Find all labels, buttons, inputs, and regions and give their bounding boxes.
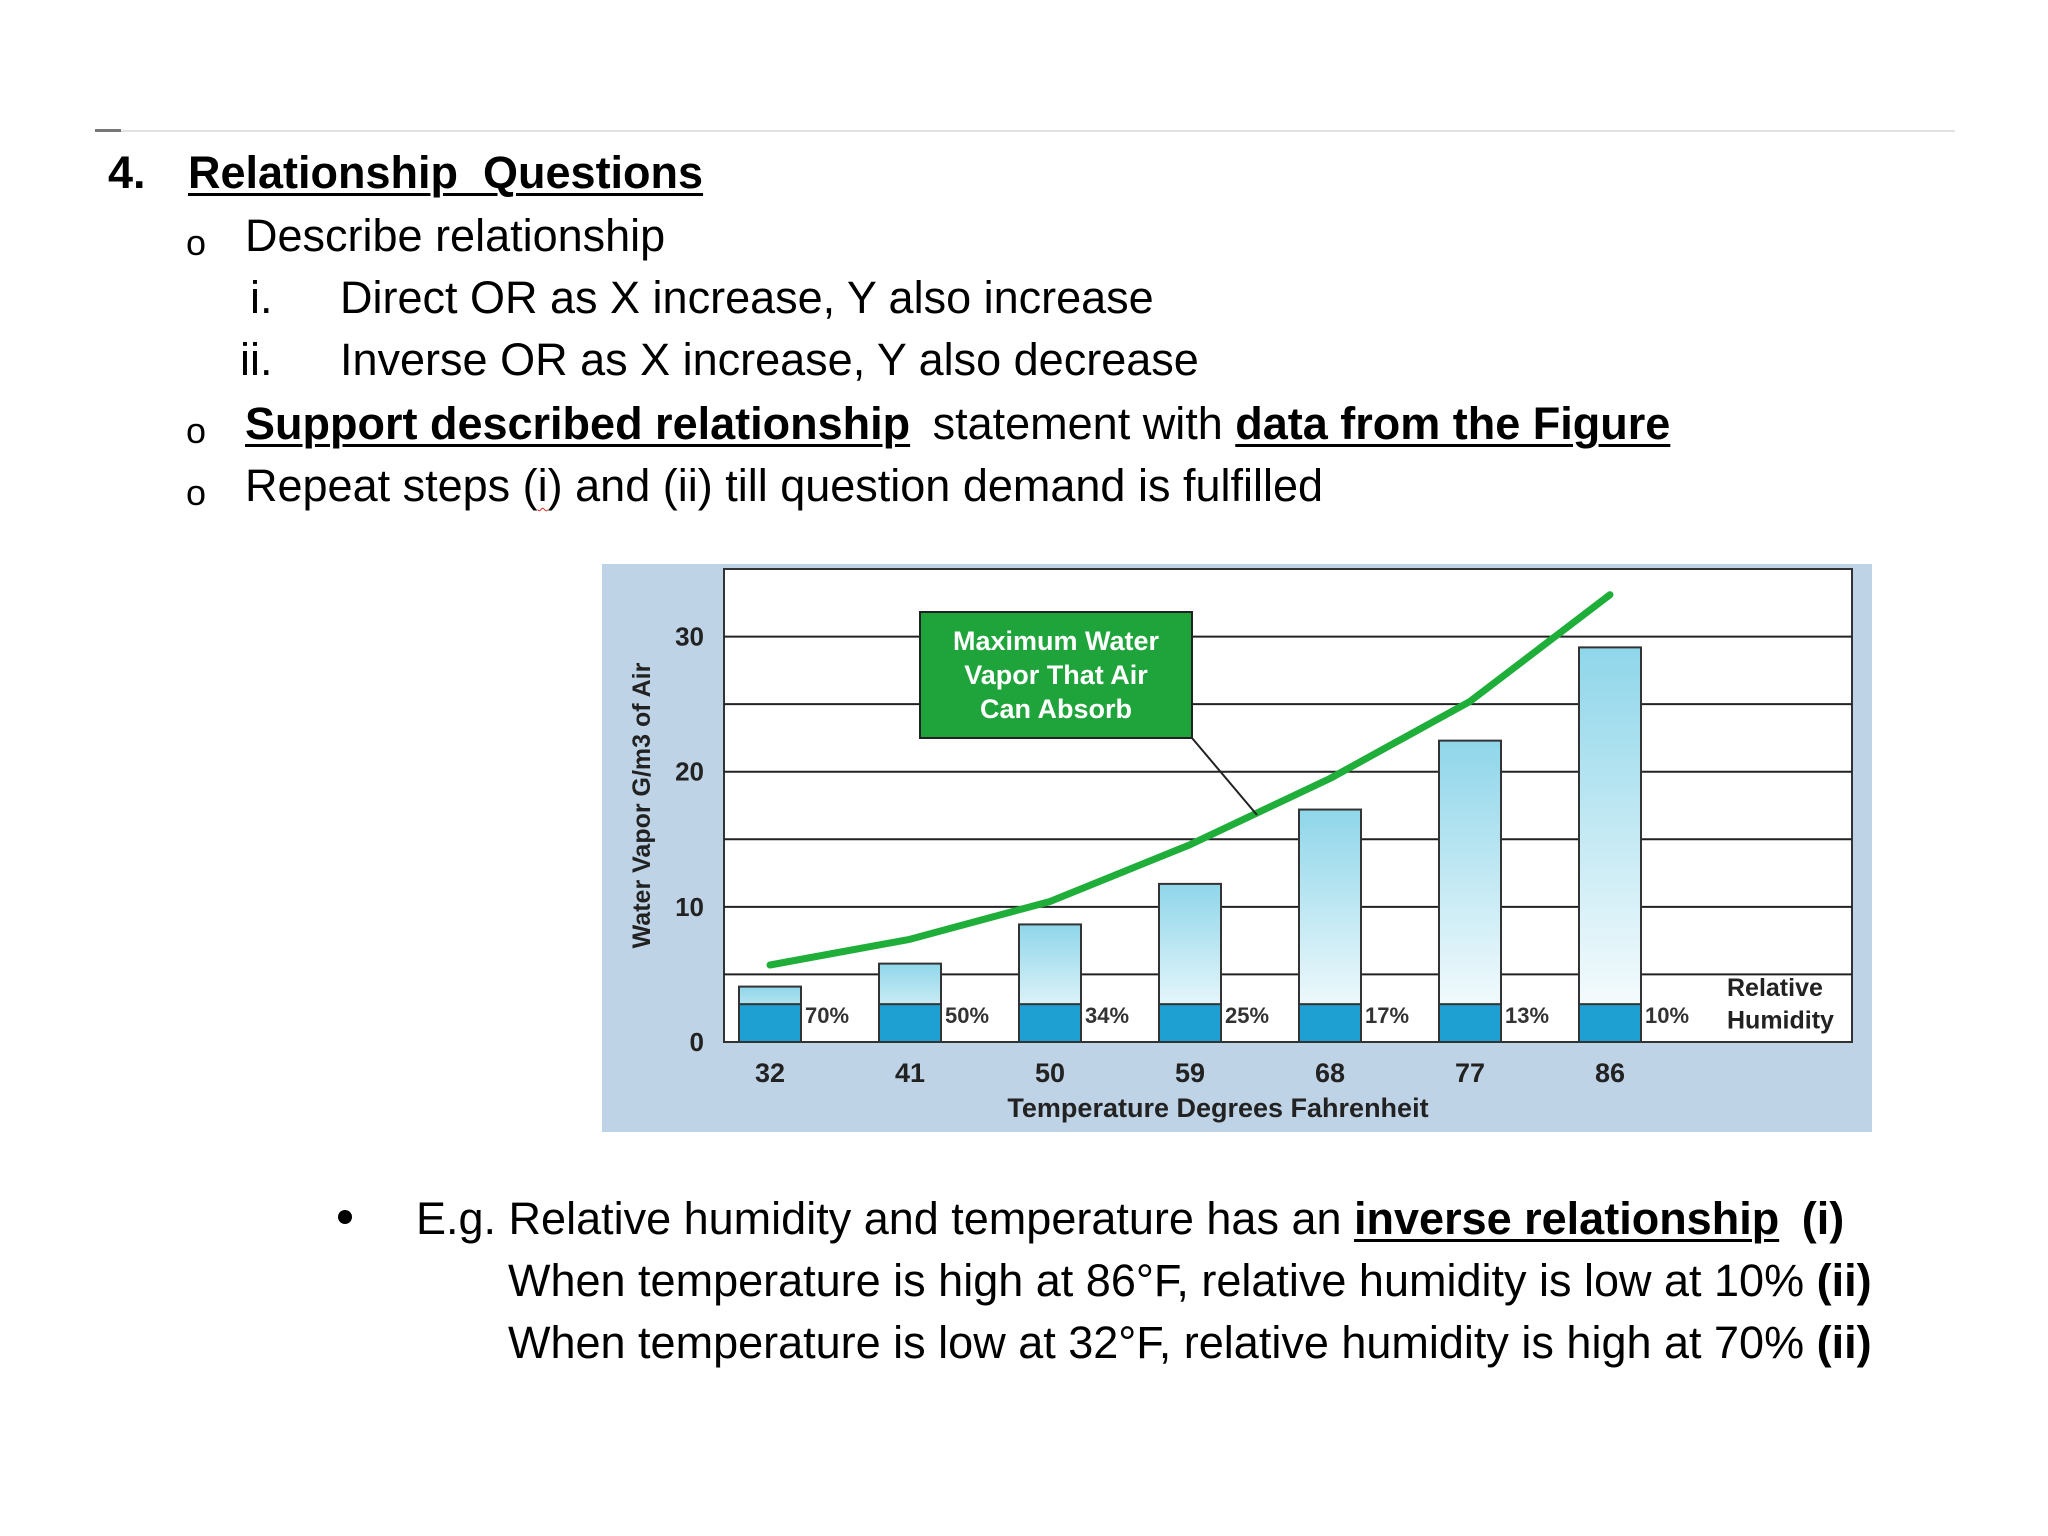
humidity-label: 34%: [1085, 1003, 1129, 1028]
max-vapor-curve: [766, 591, 1614, 969]
step-inverse: Inverse OR as X increase, Y also decreas…: [340, 334, 1199, 385]
humidity-chart: 0 10 20 30 Water Vapor G/m3 of Air 32 70% 41 50%…: [602, 564, 1872, 1132]
annotation-box: [919, 611, 1193, 739]
section-title: Relationship Questions: [188, 147, 704, 198]
step-direct: Direct OR as X increase, Y also increase: [340, 272, 1154, 323]
x-tick-label: 68: [1315, 1058, 1345, 1088]
x-tick-label: 77: [1455, 1058, 1485, 1088]
y-tick-label: 30: [675, 622, 704, 652]
step-repeat: Repeat steps (i) and (ii) till question …: [245, 460, 1323, 512]
x-tick-label: 41: [895, 1058, 925, 1088]
annotation-leader: [1191, 737, 1258, 816]
annotation-text: Vapor That Air: [964, 660, 1148, 690]
roman-marker-ii: ii.: [240, 334, 273, 385]
section-number: 4.: [108, 147, 146, 198]
humidity-band: [1298, 1003, 1362, 1044]
support-emphasis: Support described relationship: [245, 398, 911, 449]
example-line-3: When temperature is low at 32°F, relativ…: [508, 1317, 1872, 1369]
x-tick-label: 32: [755, 1058, 785, 1088]
humidity-band: [1578, 1003, 1642, 1044]
repeat-pre: Repeat steps (: [245, 460, 538, 511]
marker-i: (i): [1801, 1193, 1845, 1244]
x-tick-label: 59: [1175, 1058, 1205, 1088]
top-divider-mark: [95, 129, 121, 132]
humidity-band: [878, 1003, 942, 1044]
step-describe: Describe relationship: [245, 210, 666, 261]
y-tick-label: 0: [690, 1027, 704, 1057]
annotation-text: Maximum Water: [953, 626, 1160, 656]
humidity-label: 17%: [1365, 1003, 1409, 1028]
x-axis-label: Temperature Degrees Fahrenheit: [1007, 1093, 1428, 1123]
bullet-icon: [338, 1210, 352, 1224]
annotation-text: Can Absorb: [980, 694, 1132, 724]
bar: [1578, 646, 1642, 1044]
y-tick-label: 10: [675, 892, 704, 922]
x-tick-label: 86: [1595, 1058, 1625, 1088]
chart-svg: 0 10 20 30 Water Vapor G/m3 of Air 32 70% 41 50%…: [602, 564, 1872, 1132]
humidity-label: 25%: [1225, 1003, 1269, 1028]
repeat-post: ) and (ii) till question demand is fulfi…: [547, 460, 1324, 511]
humidity-label: 70%: [805, 1003, 849, 1028]
humidity-label: 50%: [945, 1003, 989, 1028]
example-line-2: When temperature is high at 86°F, relati…: [508, 1255, 1872, 1307]
example-intro: E.g. Relative humidity and temperature h…: [416, 1193, 1342, 1244]
humidity-label: 10%: [1645, 1003, 1689, 1028]
support-middle: statement with: [932, 398, 1223, 449]
roman-marker-i: i.: [250, 272, 273, 323]
humidity-caption: Relative: [1727, 974, 1823, 1002]
marker-ii: (ii): [1816, 1317, 1872, 1368]
humidity-band: [1158, 1003, 1222, 1044]
hollow-bullet-icon: o: [186, 222, 207, 263]
y-tick-label: 20: [675, 757, 704, 787]
section-heading: 4. Relationship Questions: [108, 147, 703, 199]
step-support: Support described relationship statement…: [245, 398, 1670, 450]
support-data-emphasis: data from the Figure: [1235, 398, 1671, 449]
hollow-bullet-icon: o: [186, 472, 207, 513]
example-line-1: E.g. Relative humidity and temperature h…: [416, 1193, 1844, 1245]
inverse-relationship: inverse relationship: [1354, 1193, 1780, 1244]
y-axis-label: Water Vapor G/m3 of Air: [628, 662, 656, 948]
top-divider: [95, 130, 1955, 132]
example-low-temp: When temperature is low at 32°F, relativ…: [508, 1317, 1805, 1368]
example-high-temp: When temperature is high at 86°F, relati…: [508, 1255, 1805, 1306]
hollow-bullet-icon: o: [186, 410, 207, 451]
x-tick-label: 50: [1035, 1058, 1065, 1088]
humidity-band: [1438, 1003, 1502, 1044]
humidity-caption: Humidity: [1727, 1006, 1834, 1034]
marker-ii: (ii): [1816, 1255, 1872, 1306]
repeat-i: i: [537, 460, 548, 511]
bar: [1438, 739, 1502, 1043]
humidity-band: [738, 1003, 802, 1044]
humidity-band: [1018, 1003, 1082, 1044]
humidity-label: 13%: [1505, 1003, 1549, 1028]
